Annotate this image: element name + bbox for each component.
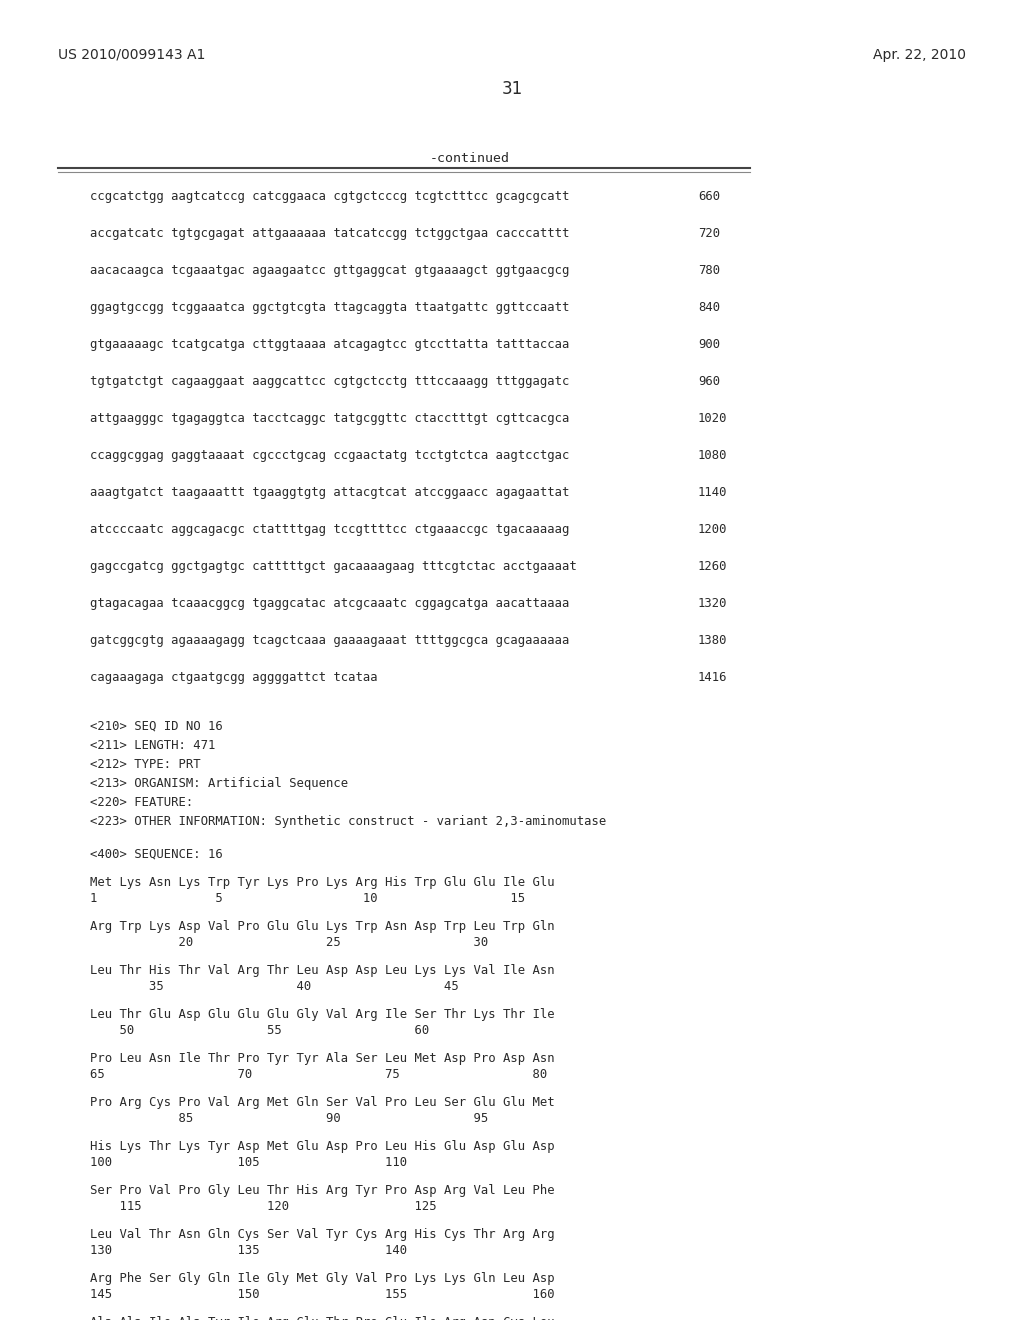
Text: 1080: 1080 bbox=[698, 449, 727, 462]
Text: Met Lys Asn Lys Trp Tyr Lys Pro Lys Arg His Trp Glu Glu Ile Glu: Met Lys Asn Lys Trp Tyr Lys Pro Lys Arg … bbox=[90, 876, 555, 888]
Text: 31: 31 bbox=[502, 81, 522, 98]
Text: 85                  90                  95: 85 90 95 bbox=[90, 1111, 488, 1125]
Text: gatcggcgtg agaaaagagg tcagctcaaa gaaaagaaat ttttggcgca gcagaaaaaa: gatcggcgtg agaaaagagg tcagctcaaa gaaaaga… bbox=[90, 634, 569, 647]
Text: US 2010/0099143 A1: US 2010/0099143 A1 bbox=[58, 48, 206, 62]
Text: ccgcatctgg aagtcatccg catcggaaca cgtgctcccg tcgtctttcc gcagcgcatt: ccgcatctgg aagtcatccg catcggaaca cgtgctc… bbox=[90, 190, 569, 203]
Text: 1                5                   10                  15: 1 5 10 15 bbox=[90, 892, 525, 906]
Text: 1380: 1380 bbox=[698, 634, 727, 647]
Text: accgatcatc tgtgcgagat attgaaaaaa tatcatccgg tctggctgaa cacccatttt: accgatcatc tgtgcgagat attgaaaaaa tatcatc… bbox=[90, 227, 569, 240]
Text: 720: 720 bbox=[698, 227, 720, 240]
Text: 1320: 1320 bbox=[698, 597, 727, 610]
Text: ggagtgccgg tcggaaatca ggctgtcgta ttagcaggta ttaatgattc ggttccaatt: ggagtgccgg tcggaaatca ggctgtcgta ttagcag… bbox=[90, 301, 569, 314]
Text: <220> FEATURE:: <220> FEATURE: bbox=[90, 796, 194, 809]
Text: Arg Phe Ser Gly Gln Ile Gly Met Gly Val Pro Lys Lys Gln Leu Asp: Arg Phe Ser Gly Gln Ile Gly Met Gly Val … bbox=[90, 1272, 555, 1284]
Text: atccccaatc aggcagacgc ctattttgag tccgttttcc ctgaaaccgc tgacaaaaag: atccccaatc aggcagacgc ctattttgag tccgttt… bbox=[90, 523, 569, 536]
Text: -continued: -continued bbox=[430, 152, 510, 165]
Text: cagaaagaga ctgaatgcgg aggggattct tcataa: cagaaagaga ctgaatgcgg aggggattct tcataa bbox=[90, 671, 378, 684]
Text: gtagacagaa tcaaacggcg tgaggcatac atcgcaaatc cggagcatga aacattaaaa: gtagacagaa tcaaacggcg tgaggcatac atcgcaa… bbox=[90, 597, 569, 610]
Text: <400> SEQUENCE: 16: <400> SEQUENCE: 16 bbox=[90, 847, 223, 861]
Text: Pro Leu Asn Ile Thr Pro Tyr Tyr Ala Ser Leu Met Asp Pro Asp Asn: Pro Leu Asn Ile Thr Pro Tyr Tyr Ala Ser … bbox=[90, 1052, 555, 1065]
Text: 100                 105                 110: 100 105 110 bbox=[90, 1156, 408, 1170]
Text: Ser Pro Val Pro Gly Leu Thr His Arg Tyr Pro Asp Arg Val Leu Phe: Ser Pro Val Pro Gly Leu Thr His Arg Tyr … bbox=[90, 1184, 555, 1197]
Text: His Lys Thr Lys Tyr Asp Met Glu Asp Pro Leu His Glu Asp Glu Asp: His Lys Thr Lys Tyr Asp Met Glu Asp Pro … bbox=[90, 1140, 555, 1152]
Text: 780: 780 bbox=[698, 264, 720, 277]
Text: <210> SEQ ID NO 16: <210> SEQ ID NO 16 bbox=[90, 719, 223, 733]
Text: <212> TYPE: PRT: <212> TYPE: PRT bbox=[90, 758, 201, 771]
Text: 145                 150                 155                 160: 145 150 155 160 bbox=[90, 1288, 555, 1302]
Text: 840: 840 bbox=[698, 301, 720, 314]
Text: tgtgatctgt cagaaggaat aaggcattcc cgtgctcctg tttccaaagg tttggagatc: tgtgatctgt cagaaggaat aaggcattcc cgtgctc… bbox=[90, 375, 569, 388]
Text: 1200: 1200 bbox=[698, 523, 727, 536]
Text: Leu Thr Glu Asp Glu Glu Glu Gly Val Arg Ile Ser Thr Lys Thr Ile: Leu Thr Glu Asp Glu Glu Glu Gly Val Arg … bbox=[90, 1008, 555, 1020]
Text: aaagtgatct taagaaattt tgaaggtgtg attacgtcat atccggaacc agagaattat: aaagtgatct taagaaattt tgaaggtgtg attacgt… bbox=[90, 486, 569, 499]
Text: 20                  25                  30: 20 25 30 bbox=[90, 936, 488, 949]
Text: Arg Trp Lys Asp Val Pro Glu Glu Lys Trp Asn Asp Trp Leu Trp Gln: Arg Trp Lys Asp Val Pro Glu Glu Lys Trp … bbox=[90, 920, 555, 933]
Text: attgaagggc tgagaggtca tacctcaggc tatgcggttc ctacctttgt cgttcacgca: attgaagggc tgagaggtca tacctcaggc tatgcgg… bbox=[90, 412, 569, 425]
Text: 1416: 1416 bbox=[698, 671, 727, 684]
Text: gtgaaaaagc tcatgcatga cttggtaaaa atcagagtcc gtccttatta tatttaccaa: gtgaaaaagc tcatgcatga cttggtaaaa atcagag… bbox=[90, 338, 569, 351]
Text: 35                  40                  45: 35 40 45 bbox=[90, 979, 459, 993]
Text: 1140: 1140 bbox=[698, 486, 727, 499]
Text: ccaggcggag gaggtaaaat cgccctgcag ccgaactatg tcctgtctca aagtcctgac: ccaggcggag gaggtaaaat cgccctgcag ccgaact… bbox=[90, 449, 569, 462]
Text: 1260: 1260 bbox=[698, 560, 727, 573]
Text: <213> ORGANISM: Artificial Sequence: <213> ORGANISM: Artificial Sequence bbox=[90, 777, 348, 789]
Text: Ala Ala Ile Ala Tyr Ile Arg Glu Thr Pro Glu Ile Arg Asp Cys Leu: Ala Ala Ile Ala Tyr Ile Arg Glu Thr Pro … bbox=[90, 1316, 555, 1320]
Text: 1020: 1020 bbox=[698, 412, 727, 425]
Text: 130                 135                 140: 130 135 140 bbox=[90, 1243, 408, 1257]
Text: Apr. 22, 2010: Apr. 22, 2010 bbox=[873, 48, 966, 62]
Text: 50                  55                  60: 50 55 60 bbox=[90, 1024, 429, 1038]
Text: 660: 660 bbox=[698, 190, 720, 203]
Text: gagccgatcg ggctgagtgc catttttgct gacaaaagaag tttcgtctac acctgaaaat: gagccgatcg ggctgagtgc catttttgct gacaaaa… bbox=[90, 560, 577, 573]
Text: aacacaagca tcgaaatgac agaagaatcc gttgaggcat gtgaaaagct ggtgaacgcg: aacacaagca tcgaaatgac agaagaatcc gttgagg… bbox=[90, 264, 569, 277]
Text: Leu Val Thr Asn Gln Cys Ser Val Tyr Cys Arg His Cys Thr Arg Arg: Leu Val Thr Asn Gln Cys Ser Val Tyr Cys … bbox=[90, 1228, 555, 1241]
Text: 115                 120                 125: 115 120 125 bbox=[90, 1200, 436, 1213]
Text: <223> OTHER INFORMATION: Synthetic construct - variant 2,3-aminomutase: <223> OTHER INFORMATION: Synthetic const… bbox=[90, 814, 606, 828]
Text: 65                  70                  75                  80: 65 70 75 80 bbox=[90, 1068, 547, 1081]
Text: Leu Thr His Thr Val Arg Thr Leu Asp Asp Leu Lys Lys Val Ile Asn: Leu Thr His Thr Val Arg Thr Leu Asp Asp … bbox=[90, 964, 555, 977]
Text: 900: 900 bbox=[698, 338, 720, 351]
Text: Pro Arg Cys Pro Val Arg Met Gln Ser Val Pro Leu Ser Glu Glu Met: Pro Arg Cys Pro Val Arg Met Gln Ser Val … bbox=[90, 1096, 555, 1109]
Text: 960: 960 bbox=[698, 375, 720, 388]
Text: <211> LENGTH: 471: <211> LENGTH: 471 bbox=[90, 739, 215, 752]
